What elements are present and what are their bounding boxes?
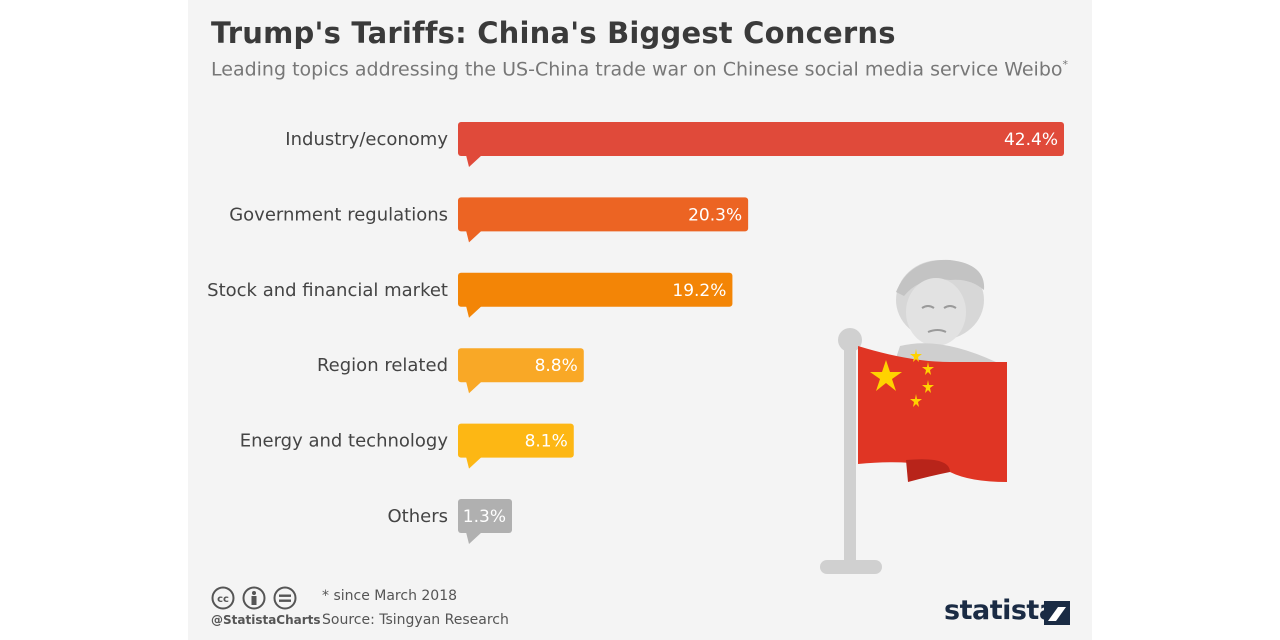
bar-group: Others 1.3% [388,499,512,544]
category-label: Energy and technology [240,431,449,452]
value-label: 1.3% [463,507,506,527]
subtitle-text: Leading topics addressing the US-China t… [211,58,1063,81]
category-label: Others [388,506,449,527]
bar-group: Stock and financial market 19.2% [207,272,733,318]
trump-china-flag-illustration [820,259,1007,574]
bar-callout-tail [466,155,482,167]
statista-handle: @StatistaCharts [211,613,321,627]
value-label: 20.3% [688,205,742,225]
bar-callout-tail [466,230,482,243]
bar [458,423,574,458]
chart-title: Trump's Tariffs: China's Biggest Concern… [211,16,896,50]
chart-subtitle: Leading topics addressing the US-China t… [211,58,1068,80]
bar [458,272,733,307]
statista-logo-icon[interactable] [1044,601,1070,625]
bar-group: Energy and technology 8.1% [240,423,574,469]
statista-logo-text[interactable]: statista [944,595,1057,626]
bar-group: Industry/economy 42.4% [285,122,1064,167]
value-label: 42.4% [1004,130,1058,150]
svg-text:cc: cc [217,594,229,605]
flag-pole-icon [820,328,882,574]
footnote: * since March 2018 [322,588,458,604]
bar-group: Government regulations 20.3% [229,197,749,243]
value-label: 8.1% [525,432,568,452]
source-note: Source: Tsingyan Research [322,612,509,628]
subtitle-footnote-marker: * [1062,58,1069,71]
bar [458,197,749,232]
category-label: Stock and financial market [207,280,448,301]
category-label: Government regulations [229,204,448,225]
cc-icon: cc [211,586,235,610]
china-flag-icon [858,346,1007,482]
bar [458,499,512,533]
value-label: 8.8% [535,356,578,376]
bar [458,348,584,383]
value-label: 19.2% [672,281,726,301]
category-label: Region related [317,355,448,376]
no-derivatives-icon [273,586,297,610]
bar [458,122,1064,156]
bar-callout-tail [466,381,482,394]
category-label: Industry/economy [285,129,448,150]
attribution-icon [242,586,266,610]
license-icons: cc [211,586,297,610]
trump-portrait-icon [892,259,1000,370]
bar-callout-tail [466,305,482,318]
bar-group: Region related 8.8% [317,348,584,394]
bar-callout-tail [466,456,482,469]
bar-callout-tail [466,532,482,544]
